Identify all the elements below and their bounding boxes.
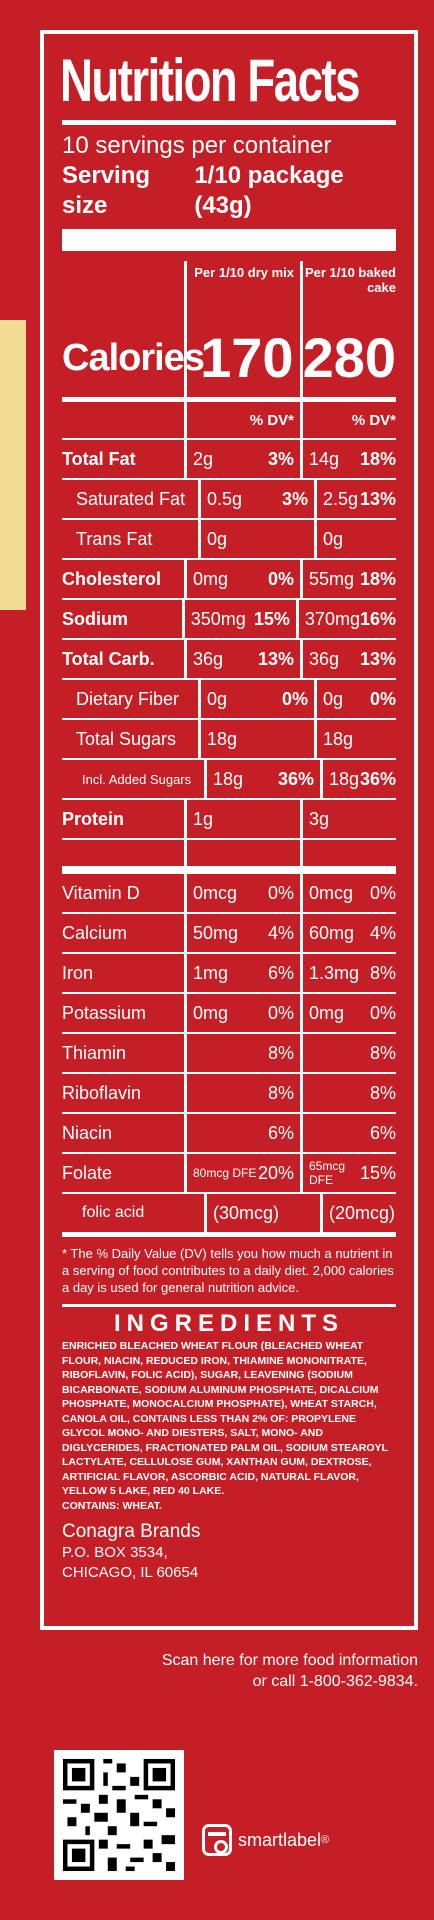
vitamin-row: Potassium 0mg 0% 0mg 0% [62,992,396,1032]
calories-label: Calories [62,336,205,379]
registered-mark: ® [321,1834,330,1846]
spacer-row [62,838,396,866]
vitamin-row: Niacin 6% 6% [62,1112,396,1152]
vitamin-row: Folate 80mcg DFE 20% 65mcg DFE 15% [62,1152,396,1192]
column-header-row: Per 1/10 dry mix Per 1/10 baked cake [62,261,396,319]
col2-header: Per 1/10 baked cake [300,261,396,319]
company-name: Conagra Brands [62,1521,201,1542]
nutrient-row: Cholesterol 0mg 0% 55mg 18% [62,558,396,598]
col1-header: Per 1/10 dry mix [184,261,300,319]
allergen-statement: CONTAINS: WHEAT. [62,1499,162,1512]
vitamin-row: Thiamin 8% 8% [62,1032,396,1072]
thick-divider [62,229,396,251]
panel-title: Nutrition Facts [60,47,360,114]
serving-size: Serving size 1/10 package (43g) [62,161,396,221]
vitamin-row: Vitamin D 0mcg 0% 0mcg 0% [62,866,396,912]
nutrient-row: Total Carb. 36g 13% 36g 13% [62,638,396,678]
dv-header-col1: % DV* [184,402,300,438]
smartlabel-icon [202,1824,232,1856]
vitamin-row: Riboflavin 8% 8% [62,1072,396,1112]
nutrient-row: Incl. Added Sugars 18g 36% 18g 36% [62,758,396,798]
nutrient-row: Total Sugars 18g 18g [62,718,396,758]
nutrition-facts-panel: Nutrition Facts 10 servings per containe… [40,30,418,1630]
nutrient-row: Saturated Fat 0.5g 3% 2.5g 13% [62,478,396,518]
serving-size-label: Serving size [62,162,151,219]
vitamin-row: folic acid (30mcg) (20mcg) [62,1192,396,1232]
nutrient-row: Protein 1g 3g [62,798,396,838]
nutrient-row: Trans Fat 0g 0g [62,518,396,558]
smartlabel-text: smartlabel [238,1829,322,1850]
nutrient-row: Sodium 350mg 15% 370mg 16% [62,598,396,638]
daily-value-footnote: * The % Daily Value (DV) tells you how m… [62,1232,396,1296]
vitamin-row: Calcium 50mg 4% 60mg 4% [62,912,396,952]
vitamin-row: Iron 1mg 6% 1.3mg 8% [62,952,396,992]
dv-header-col2: % DV* [300,402,396,438]
serving-size-value: 1/10 package (43g) [194,162,344,219]
calories-col1: 170 [184,319,300,397]
qr-code[interactable] [54,1750,184,1880]
calories-col2: 280 [299,319,396,397]
scan-line-1: Scan here for more food information [161,1652,418,1669]
nutrient-row: Dietary Fiber 0g 0% 0g 0% [62,678,396,718]
address-line-2: CHICAGO, IL 60654 [62,1564,199,1581]
calories-row: Calories 170 280 [62,319,396,397]
smartlabel-info: Scan here for more food information or c… [40,1650,418,1692]
scan-line-2: or call 1-800-362-9834. [252,1673,418,1690]
package-side-strip [0,320,26,610]
qr-code-graphic [54,1750,184,1880]
address-line-1: P.O. BOX 3534, [62,1544,168,1561]
nutrient-row: Total Fat 2g 3% 14g 18% [62,438,396,478]
servings-per-container: 10 servings per container [62,132,332,159]
ingredients-text: ENRICHED BLEACHED WHEAT FLOUR (BLEACHED … [62,1340,388,1497]
divider [62,120,396,125]
smartlabel-logo: smartlabel ® [202,1820,329,1860]
dv-header-row: % DV* % DV* [62,397,396,438]
ingredients-title: INGREDIENTS [62,1304,396,1339]
